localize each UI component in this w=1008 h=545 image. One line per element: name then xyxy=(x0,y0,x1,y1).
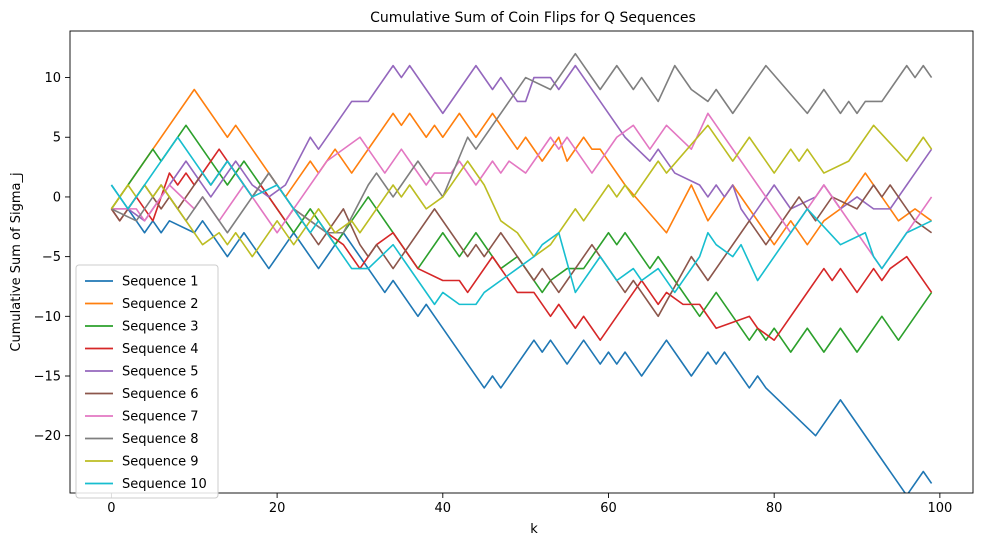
x-tick-label: 60 xyxy=(600,501,617,516)
lines-layer xyxy=(110,52,933,493)
y-tick-label: −20 xyxy=(34,429,61,444)
series-line-1 xyxy=(110,184,933,493)
series-line-8 xyxy=(111,52,933,234)
y-tick-label: −5 xyxy=(42,250,61,265)
legend-label: Sequence 4 xyxy=(122,342,199,357)
legend-label: Sequence 3 xyxy=(122,320,199,335)
series-line-2 xyxy=(110,88,933,246)
legend-label: Sequence 10 xyxy=(122,477,207,492)
y-tick-label: 5 xyxy=(53,131,61,146)
y-tick-label: −10 xyxy=(34,310,61,325)
series-line-9 xyxy=(110,124,933,258)
legend-label: Sequence 5 xyxy=(122,365,199,380)
axes-layer: 0 20 40 60 80 100 −20 −15 −10 −5 0 5 10 xyxy=(34,71,953,516)
legend-label: Sequence 8 xyxy=(122,432,199,447)
x-axis-label: k xyxy=(530,522,538,537)
series-line-4 xyxy=(110,148,933,341)
legend-box xyxy=(75,264,219,499)
legend-label: Sequence 6 xyxy=(122,387,199,402)
chart-title: Cumulative Sum of Coin Flips for Q Seque… xyxy=(370,10,696,26)
legend-label: Sequence 9 xyxy=(122,455,199,470)
x-tick-label: 80 xyxy=(766,501,783,516)
legend: Sequence 1 Sequence 2 Sequence 3 Sequence 4… xyxy=(75,264,219,499)
legend-label: Sequence 1 xyxy=(122,275,199,290)
legend-label: Sequence 2 xyxy=(122,297,199,312)
series-line-5 xyxy=(111,64,933,222)
series-line-10 xyxy=(110,136,932,306)
y-tick-label: −15 xyxy=(34,370,61,385)
y-axis-label: Cumulative Sum of Sigma_j xyxy=(9,172,24,351)
x-tick-label: 40 xyxy=(435,501,452,516)
y-tick-label: 10 xyxy=(44,71,61,86)
y-tick-label: 0 xyxy=(53,190,61,205)
legend-label: Sequence 7 xyxy=(122,410,199,425)
x-tick-label: 20 xyxy=(269,501,286,516)
x-tick-label: 100 xyxy=(927,501,952,516)
x-tick-label: 0 xyxy=(107,501,115,516)
plot-frame xyxy=(69,30,974,494)
